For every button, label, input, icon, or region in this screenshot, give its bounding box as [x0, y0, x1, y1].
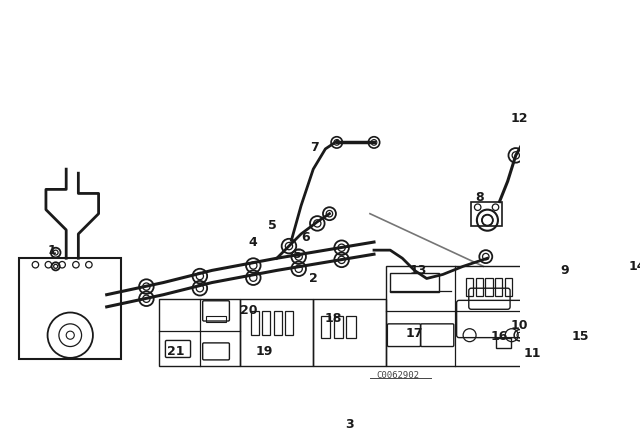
Text: 5: 5: [268, 220, 277, 233]
Bar: [333, 316, 343, 338]
Text: 17: 17: [406, 327, 423, 340]
Bar: [386, 267, 528, 366]
Text: 15: 15: [572, 330, 589, 343]
Text: 1: 1: [47, 244, 56, 257]
Bar: [390, 273, 439, 292]
Bar: [485, 278, 493, 296]
Text: C0062902: C0062902: [377, 371, 420, 380]
Text: 19: 19: [256, 345, 273, 358]
Text: 14: 14: [628, 260, 640, 273]
Bar: [159, 299, 241, 366]
Text: 16: 16: [491, 330, 508, 343]
Text: 13: 13: [410, 264, 428, 277]
Text: 10: 10: [511, 319, 529, 332]
Bar: [346, 316, 356, 338]
Bar: [273, 311, 282, 335]
Text: 2: 2: [309, 272, 317, 285]
Bar: [251, 311, 259, 335]
Text: 3: 3: [346, 418, 354, 431]
Bar: [495, 278, 502, 296]
Text: 20: 20: [240, 304, 257, 317]
Text: 18: 18: [325, 313, 342, 326]
Bar: [206, 316, 226, 322]
Bar: [19, 258, 121, 359]
Text: 12: 12: [511, 112, 529, 125]
Bar: [466, 278, 473, 296]
Text: 11: 11: [524, 346, 541, 359]
Bar: [241, 299, 313, 366]
Bar: [285, 311, 293, 335]
Bar: [321, 316, 330, 338]
Text: 7: 7: [310, 141, 319, 154]
Text: 5: 5: [292, 248, 301, 261]
Bar: [262, 311, 270, 335]
Bar: [476, 278, 483, 296]
Bar: [505, 278, 512, 296]
Text: 8: 8: [475, 191, 484, 204]
Bar: [497, 338, 511, 348]
Text: 21: 21: [167, 345, 184, 358]
Text: 6: 6: [301, 232, 310, 245]
Bar: [471, 202, 502, 226]
Text: 9: 9: [560, 264, 569, 277]
Text: 4: 4: [248, 236, 257, 249]
Bar: [313, 299, 386, 366]
